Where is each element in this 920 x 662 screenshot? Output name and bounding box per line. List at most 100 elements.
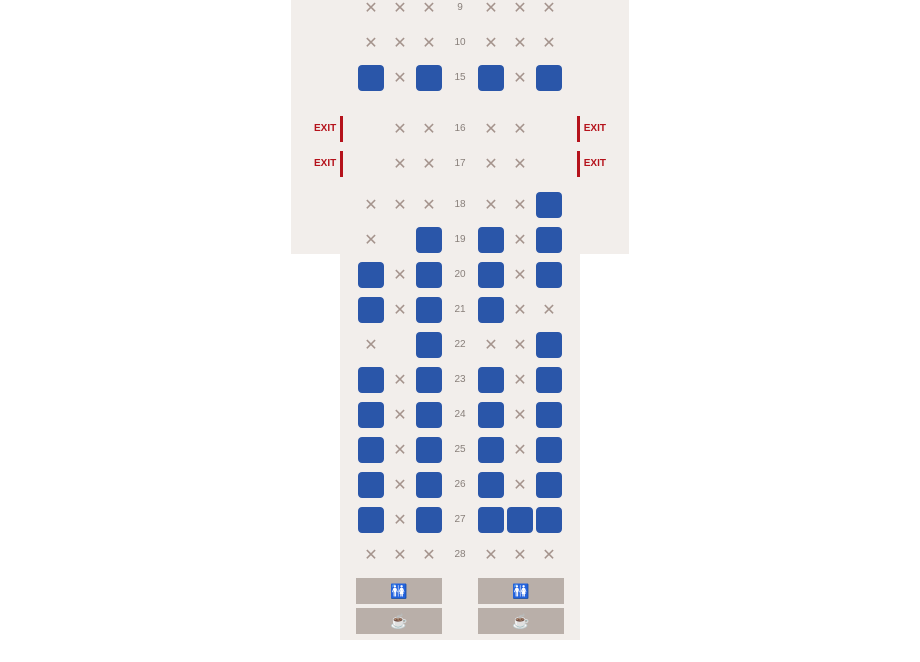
seat-available[interactable] (416, 332, 442, 358)
seat-available[interactable] (478, 437, 504, 463)
seat-unavailable: ✕ (387, 30, 413, 56)
seat-unavailable: ✕ (507, 367, 533, 393)
exit-text: EXIT (584, 123, 606, 134)
seat-unavailable: ✕ (507, 472, 533, 498)
seat-available[interactable] (536, 437, 562, 463)
exit-label-right: EXIT (577, 151, 606, 177)
seat-unavailable: ✕ (478, 192, 504, 218)
seat-available[interactable] (536, 262, 562, 288)
seat-unavailable: ✕ (387, 507, 413, 533)
seat-available[interactable] (416, 367, 442, 393)
seat-row: ✕19✕ (356, 222, 564, 257)
seat-unavailable: ✕ (478, 116, 504, 142)
seat-available[interactable] (478, 367, 504, 393)
seat-available[interactable] (478, 472, 504, 498)
seat-available[interactable] (358, 262, 384, 288)
seat-row: ✕✕✕10✕✕✕ (356, 25, 564, 60)
row-number: 18 (445, 199, 475, 210)
exit-bar-icon (577, 151, 580, 177)
seat-available[interactable] (536, 367, 562, 393)
row-number: 16 (445, 123, 475, 134)
seat-available[interactable] (358, 472, 384, 498)
seat-available[interactable] (416, 402, 442, 428)
seat-row: ✕24✕ (356, 397, 564, 432)
seat-unavailable: ✕ (507, 65, 533, 91)
row-number: 25 (445, 444, 475, 455)
exit-bar-icon (340, 151, 343, 177)
galley-icon: ☕ (478, 608, 564, 634)
seat-available[interactable] (358, 297, 384, 323)
seat-unavailable: ✕ (507, 227, 533, 253)
seat-unavailable: ✕ (507, 332, 533, 358)
seat-available[interactable] (536, 227, 562, 253)
seat-blank (358, 116, 384, 142)
seat-available[interactable] (358, 402, 384, 428)
row-number: 17 (445, 158, 475, 169)
seat-available[interactable] (416, 472, 442, 498)
seat-unavailable: ✕ (507, 437, 533, 463)
seat-unavailable: ✕ (507, 151, 533, 177)
seat-available[interactable] (416, 437, 442, 463)
row-number: 23 (445, 374, 475, 385)
seat-unavailable: ✕ (478, 542, 504, 568)
seat-row: ✕23✕ (356, 362, 564, 397)
seat-unavailable: ✕ (507, 116, 533, 142)
seat-available[interactable] (478, 65, 504, 91)
galley-icon: ☕ (356, 608, 442, 634)
seat-unavailable: ✕ (358, 332, 384, 358)
seat-unavailable: ✕ (387, 0, 413, 21)
seat-blank (536, 116, 562, 142)
seat-unavailable: ✕ (507, 297, 533, 323)
seat-available[interactable] (536, 472, 562, 498)
seat-available[interactable] (478, 262, 504, 288)
exit-label-right: EXIT (577, 116, 606, 142)
row-number: 9 (445, 2, 475, 13)
seat-available[interactable] (358, 65, 384, 91)
seat-row: ✕✕✕28✕✕✕ (356, 537, 564, 572)
seat-unavailable: ✕ (358, 30, 384, 56)
seat-unavailable: ✕ (358, 0, 384, 21)
seat-available[interactable] (358, 507, 384, 533)
seat-available[interactable] (416, 507, 442, 533)
seat-row: ✕27 (356, 502, 564, 537)
exit-text: EXIT (314, 123, 336, 134)
seat-available[interactable] (536, 332, 562, 358)
seat-available[interactable] (478, 297, 504, 323)
seat-available[interactable] (478, 507, 504, 533)
seat-available[interactable] (478, 402, 504, 428)
exit-text: EXIT (314, 158, 336, 169)
seat-row: ✕✕✕9✕✕✕ (356, 0, 564, 25)
seat-available[interactable] (536, 402, 562, 428)
seat-available[interactable] (536, 507, 562, 533)
seat-unavailable: ✕ (387, 116, 413, 142)
seat-available[interactable] (478, 227, 504, 253)
seat-available[interactable] (416, 227, 442, 253)
seat-unavailable: ✕ (507, 402, 533, 428)
exit-bar-icon (340, 116, 343, 142)
seat-unavailable: ✕ (536, 297, 562, 323)
seat-available[interactable] (507, 507, 533, 533)
seat-blank (358, 151, 384, 177)
seat-unavailable: ✕ (416, 116, 442, 142)
seat-unavailable: ✕ (478, 151, 504, 177)
seat-available[interactable] (536, 65, 562, 91)
seat-available[interactable] (416, 297, 442, 323)
seat-unavailable: ✕ (536, 0, 562, 21)
seat-available[interactable] (416, 65, 442, 91)
row-number: 20 (445, 269, 475, 280)
seat-unavailable: ✕ (387, 297, 413, 323)
seat-unavailable: ✕ (507, 0, 533, 21)
seat-unavailable: ✕ (507, 192, 533, 218)
exit-bar-icon (577, 116, 580, 142)
seat-available[interactable] (536, 192, 562, 218)
seat-available[interactable] (358, 367, 384, 393)
seat-unavailable: ✕ (536, 30, 562, 56)
seat-unavailable: ✕ (507, 30, 533, 56)
row-number: 15 (445, 72, 475, 83)
seat-available[interactable] (358, 437, 384, 463)
seat-unavailable: ✕ (416, 0, 442, 21)
seat-unavailable: ✕ (416, 542, 442, 568)
seat-blank (387, 227, 413, 253)
seat-available[interactable] (416, 262, 442, 288)
row-number: 26 (445, 479, 475, 490)
